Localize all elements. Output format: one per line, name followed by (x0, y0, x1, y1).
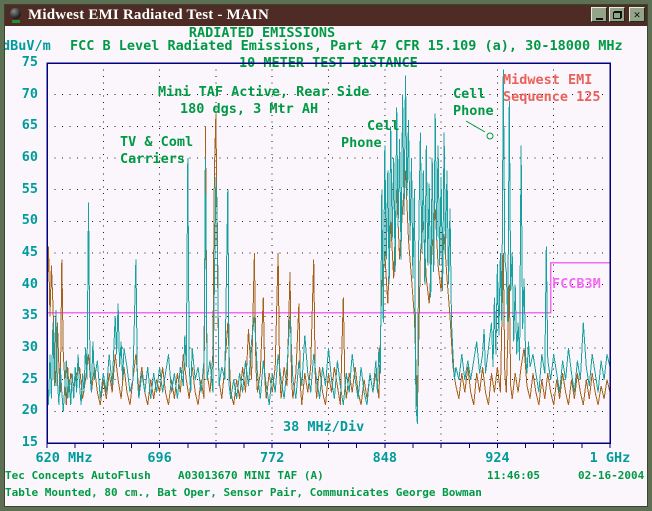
y-axis-tick-label: 30 (21, 339, 38, 355)
close-icon: ✕ (633, 8, 641, 21)
status-segment: A03013670 MINI TAF (A) (178, 469, 324, 482)
chart-subtitle: FCC B Level Radiated Emissions, Part 47 … (70, 38, 623, 54)
y-axis-tick-label: 45 (21, 244, 38, 260)
status-line-2: Table Mounted, 80 cm., Bat Oper, Sensor … (0, 486, 652, 500)
x-axis-tick-label: 620 MHz (35, 450, 93, 466)
status-segment: Table Mounted, 80 cm., Bat Oper, Sensor … (5, 486, 482, 499)
y-axis-tick-label: 60 (21, 149, 38, 165)
app-icon (9, 7, 24, 23)
close-button[interactable]: ✕ (629, 7, 645, 22)
anno-cell-phone-2-line: Cell (453, 86, 486, 102)
anno-div-label: 38 MHz/Div (283, 419, 364, 436)
x-axis-tick-label: 772 (259, 450, 285, 466)
limit-line-fccb3m (47, 261, 610, 314)
trace-teal (46, 69, 611, 425)
anno-cell-phone-1-line: Cell (367, 118, 400, 134)
minimize-button[interactable] (591, 7, 607, 22)
y-axis-tick-label: 40 (21, 275, 38, 292)
anno-cell-phone-1-line: Phone (341, 135, 382, 151)
anno-tv-carriers-line: TV & Coml (120, 134, 194, 150)
callout-circle (486, 132, 494, 140)
anno-tv-carriers: TV & Coml Carriers (120, 134, 193, 168)
anno-cell-phone-2-line: Phone (453, 103, 494, 119)
y-axis-tick-label: 55 (21, 180, 38, 197)
x-axis-tick-label: 1 GHz (589, 450, 631, 466)
anno-midwest-emi-line: Sequence 125 (503, 89, 601, 105)
anno-cell-phone-2: Cell Phone (453, 86, 494, 120)
anno-limit-label-line: FCCB3M (552, 276, 601, 292)
window-titlebar[interactable]: Midwest EMI Radiated Test - MAIN ✕ (4, 4, 648, 26)
test-distance-label: 10 METER TEST DISTANCE (237, 55, 420, 71)
minimize-icon (595, 17, 603, 20)
x-axis-tick-label: 848 (372, 450, 397, 466)
anno-mini-taf-line: Mini TAF Active, Rear Side (158, 84, 370, 100)
anno-mini-taf-line: 180 dgs, 3 Mtr AH (180, 101, 319, 117)
status-segment: 02-16-2004 (578, 469, 645, 482)
chart-title: RADIATED EMISSIONS (188, 25, 336, 41)
callout-line (465, 120, 486, 133)
y-axis-tick-label: 20 (21, 402, 38, 419)
anno-midwest-emi-line: Midwest EMI (503, 72, 593, 88)
anno-midwest-emi: Midwest EMI Sequence 125 (503, 72, 601, 106)
anno-cell-phone-1: Cell Phone (341, 118, 400, 152)
y-axis-tick-label: 35 (21, 307, 38, 324)
window-title: Midwest EMI Radiated Test - MAIN (28, 6, 269, 23)
anno-limit-label: FCCB3M (552, 276, 601, 293)
y-axis-tick-label: 50 (21, 212, 38, 229)
status-line-1: Tec Concepts AutoFlush A03013670 MINI TAF… (0, 469, 652, 483)
y-axis-tick-label: 65 (21, 117, 38, 134)
y-axis-unit-label: dBuV/m (2, 38, 51, 54)
y-axis-tick-label: 15 (21, 434, 38, 450)
plot-border (46, 62, 611, 444)
y-axis-tick-label: 75 (21, 54, 38, 70)
anno-div-label-line: 38 MHz/Div (283, 419, 365, 435)
restore-icon (612, 10, 622, 19)
status-segment: 11:46:05 (487, 469, 540, 482)
anno-mini-taf: Mini TAF Active, Rear Side 180 dgs, 3 Mtr… (158, 84, 369, 118)
y-axis-tick-label: 70 (21, 85, 38, 102)
x-axis-tick-label: 924 (485, 450, 510, 466)
x-axis-tick-label: 696 (147, 450, 172, 466)
anno-tv-carriers-line: Carriers (120, 151, 186, 167)
restore-button[interactable] (609, 7, 625, 22)
y-axis-tick-label: 25 (21, 370, 38, 387)
status-segment: Tec Concepts AutoFlush (5, 469, 151, 482)
window-controls: ✕ (591, 7, 645, 22)
